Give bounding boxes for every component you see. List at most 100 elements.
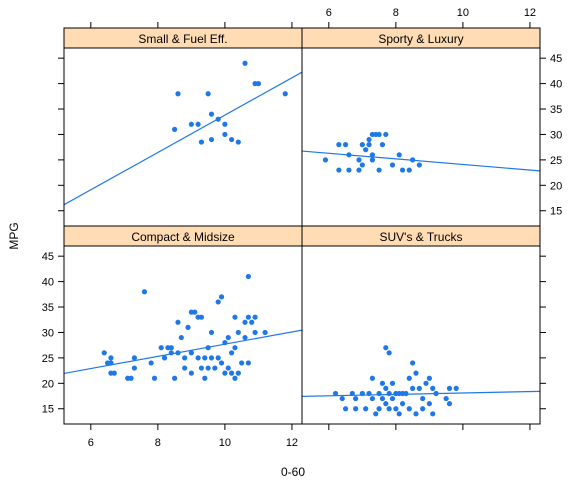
data-point: [158, 345, 164, 351]
data-point: [222, 340, 228, 346]
y-tick-label: 25: [550, 155, 562, 167]
y-tick-label: 20: [42, 378, 54, 390]
panel-title: Small & Fuel Eff.: [138, 32, 227, 46]
data-point: [215, 355, 221, 361]
data-point: [198, 139, 205, 145]
data-point: [175, 91, 181, 97]
data-point: [410, 157, 416, 163]
x-tick-label: 6: [88, 437, 94, 449]
data-point: [222, 131, 228, 138]
data-point: [141, 289, 148, 295]
data-point: [376, 167, 382, 173]
axes-layer: 6 8 10 12 6 8 10 12 15 20 25 30 35 40 45 15 20 25 30 35 40 45: [42, 7, 563, 449]
data-point: [175, 350, 181, 356]
panel-suv-s-trucks: SUV's & Trucks: [301, 225, 541, 425]
data-point: [353, 395, 359, 402]
data-point: [202, 375, 208, 381]
data-point: [363, 147, 369, 153]
data-point: [420, 406, 426, 412]
data-point: [346, 167, 352, 173]
data-point: [399, 167, 406, 173]
data-point: [379, 142, 386, 148]
data-point: [168, 350, 174, 356]
data-point: [356, 157, 362, 163]
data-point: [453, 385, 459, 391]
data-point: [249, 319, 255, 325]
data-point: [188, 370, 194, 376]
data-point: [353, 406, 359, 412]
data-point: [282, 91, 288, 97]
data-point: [410, 385, 416, 391]
data-point: [168, 345, 174, 351]
x-tick-label: 12: [524, 7, 536, 19]
data-point: [229, 350, 235, 356]
data-point: [416, 162, 422, 168]
data-point: [108, 360, 114, 366]
data-point: [386, 390, 392, 397]
y-tick-label: 35: [42, 302, 54, 314]
data-point: [182, 365, 188, 371]
y-tick-label: 40: [550, 79, 562, 91]
data-point: [413, 370, 419, 376]
data-point: [433, 390, 439, 397]
data-point: [198, 314, 205, 320]
data-point: [366, 390, 372, 397]
panel-sporty-luxury: Sporty & Luxury: [301, 27, 541, 227]
data-point: [222, 370, 228, 376]
data-point: [195, 121, 201, 127]
data-point: [383, 131, 389, 138]
data-point: [232, 314, 238, 320]
data-point: [406, 375, 412, 381]
data-point: [426, 401, 432, 407]
data-point: [383, 401, 389, 407]
panel-title: Sporty & Luxury: [378, 32, 463, 46]
data-point: [245, 314, 251, 320]
data-point: [205, 345, 211, 351]
data-point: [208, 111, 215, 117]
y-tick-label: 40: [42, 277, 54, 289]
data-point: [389, 162, 396, 168]
data-point: [342, 406, 349, 412]
data-point: [131, 355, 137, 361]
x-axis-title: 0-60: [281, 465, 305, 479]
data-point: [245, 273, 251, 280]
y-axis-title: MPG: [7, 222, 21, 249]
panel-border: [63, 245, 303, 425]
data-point: [235, 329, 241, 336]
y-tick-label: 15: [550, 206, 562, 218]
y-tick-label: 45: [42, 251, 54, 263]
y-tick-label: 45: [550, 53, 562, 65]
data-point: [229, 370, 235, 376]
y-tick-label: 30: [550, 129, 562, 141]
data-point: [215, 299, 221, 305]
data-point: [161, 355, 168, 361]
y-tick-label: 20: [550, 180, 562, 192]
data-point: [346, 152, 352, 158]
data-point: [332, 390, 339, 397]
data-point: [195, 355, 201, 361]
data-point: [386, 406, 392, 412]
data-point: [212, 365, 218, 371]
data-point: [262, 329, 268, 336]
data-point: [389, 380, 396, 386]
data-point: [393, 406, 399, 412]
data-point: [242, 334, 248, 341]
data-point: [336, 167, 342, 173]
data-point: [128, 375, 134, 381]
data-point: [218, 360, 225, 366]
data-point: [366, 136, 372, 143]
data-point: [131, 365, 137, 371]
panel-border: [301, 47, 541, 227]
data-point: [369, 152, 375, 158]
data-point: [229, 136, 235, 143]
data-point: [410, 360, 416, 366]
data-point: [205, 91, 211, 97]
data-point: [386, 350, 392, 356]
data-point: [423, 380, 429, 386]
data-point: [369, 395, 375, 402]
data-point: [376, 406, 382, 412]
panel-border: [301, 245, 541, 425]
data-point: [218, 294, 225, 300]
data-point: [359, 390, 365, 397]
